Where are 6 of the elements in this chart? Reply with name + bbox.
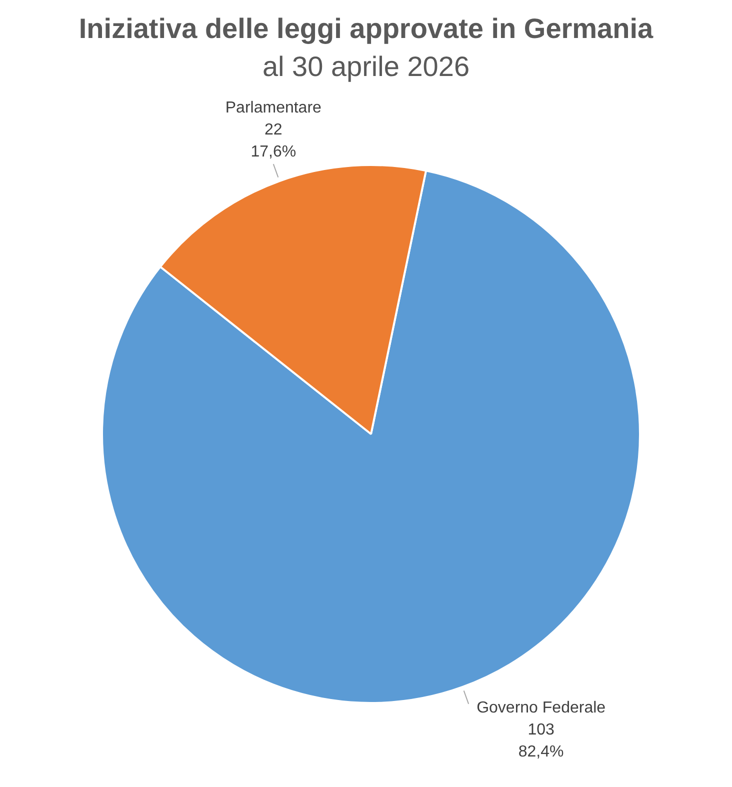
slice-label: Governo Federale <box>476 699 606 716</box>
data-label: 22 17,6% <box>250 122 296 161</box>
chart-subtitle: al 30 aprile 2026 <box>261 50 471 84</box>
slice-label: Parlamentare <box>225 100 322 117</box>
data-label: 103 82,4% <box>518 721 564 760</box>
chart-title: Iniziativa delle leggi approvate in Germania <box>78 12 654 46</box>
